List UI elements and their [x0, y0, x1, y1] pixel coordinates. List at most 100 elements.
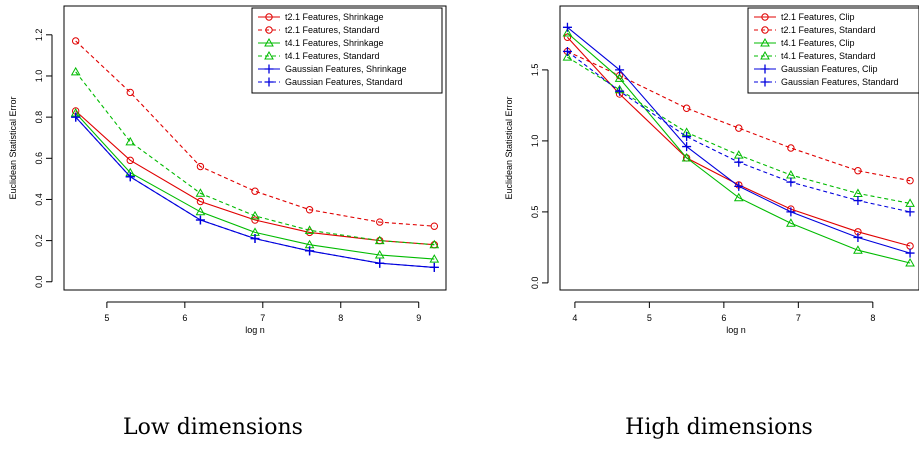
- data-point: [786, 218, 796, 227]
- data-point: [126, 156, 134, 165]
- legend-entry: t2.1 Features, Standard: [781, 25, 876, 35]
- data-point: [125, 136, 136, 146]
- legend-entry: t4.1 Features, Standard: [285, 51, 380, 61]
- data-point: [786, 207, 796, 217]
- data-point: [429, 239, 440, 249]
- x-tick-label: 4: [572, 313, 577, 323]
- legend-marker: [264, 77, 274, 87]
- data-point: [853, 245, 863, 254]
- chart-caption: High dimensions: [625, 415, 813, 440]
- series-4: [70, 66, 440, 249]
- data-point: [126, 88, 134, 97]
- data-point: [251, 216, 259, 224]
- y-tick-label: 1.2: [34, 29, 44, 42]
- x-tick-label: 6: [721, 313, 726, 323]
- series-line: [75, 71, 435, 246]
- x-tick-label: 7: [796, 313, 801, 323]
- y-tick-label: 1.0: [530, 135, 540, 148]
- data-point: [196, 162, 205, 171]
- legend-marker: [761, 26, 769, 34]
- data-point: [562, 27, 573, 37]
- data-point: [195, 188, 206, 197]
- series-2: [71, 37, 439, 230]
- legend-marker: [760, 64, 770, 74]
- x-tick-label: 8: [338, 313, 343, 323]
- y-tick-label: 1.5: [530, 64, 540, 77]
- data-point: [71, 112, 81, 122]
- data-point: [614, 73, 625, 82]
- legend: t2.1 Features, Clip t2.1 Features, Standa…: [747, 7, 919, 94]
- data-point: [195, 206, 206, 216]
- data-point: [375, 258, 385, 268]
- plot-frame: [63, 5, 447, 291]
- x-axis-label: log n: [245, 325, 265, 335]
- series-line: [75, 110, 435, 246]
- data-point: [787, 144, 795, 152]
- legend-marker: [760, 77, 770, 87]
- legend-box: [251, 7, 443, 94]
- legend-entry: t2.1 Features, Shrinkage: [285, 12, 384, 22]
- legend-marker: [264, 50, 274, 60]
- y-axis-label: Euclidean Statistical Error: [504, 96, 514, 199]
- legend-entry: t2.1 Features, Clip: [781, 12, 855, 22]
- legend-marker: [760, 50, 770, 60]
- legend-marker: [760, 37, 770, 47]
- y-axis-label: Euclidean Statistical Error: [8, 96, 18, 199]
- y-tick-label: 0.2: [34, 234, 44, 247]
- data-point: [195, 215, 205, 225]
- legend-entry: Gaussian Features, Clip: [781, 64, 878, 74]
- data-point: [70, 66, 81, 76]
- series-5: [562, 22, 915, 258]
- y-tick-label: 1.0: [34, 70, 44, 83]
- legend-entry: t4.1 Features, Clip: [781, 38, 855, 48]
- legend-entry: Gaussian Features, Standard: [285, 77, 403, 87]
- data-point: [905, 258, 915, 267]
- legend: t2.1 Features, Shrinkage t2.1 Features, S…: [251, 7, 443, 94]
- data-point: [733, 192, 744, 202]
- data-point: [905, 198, 915, 207]
- data-point: [905, 248, 915, 258]
- data-point: [682, 142, 692, 152]
- legend-entry: t2.1 Features, Standard: [285, 25, 380, 35]
- legend-entry: t4.1 Features, Standard: [781, 51, 876, 61]
- series-5: [71, 112, 439, 272]
- series-6: [562, 46, 915, 217]
- legend-marker: [264, 64, 274, 74]
- legend-marker: [761, 13, 769, 21]
- data-point: [682, 132, 692, 142]
- chart-caption: Low dimensions: [123, 415, 303, 440]
- data-point: [430, 222, 439, 230]
- chart-panel-2: 4 5 6 7 8 0.0 0.5 1.0 1.5 log n Euclidean Statisti…: [504, 5, 919, 440]
- data-point: [563, 33, 572, 41]
- x-tick-label: 6: [182, 313, 187, 323]
- x-axis-label: log n: [726, 325, 746, 335]
- data-point: [562, 22, 572, 32]
- data-point: [305, 206, 314, 214]
- x-tick-label: 8: [870, 313, 875, 323]
- legend-entry: Gaussian Features, Shrinkage: [285, 64, 407, 74]
- data-point: [562, 52, 573, 61]
- data-point: [853, 196, 863, 206]
- data-point: [854, 167, 862, 175]
- x-tick-label: 5: [647, 313, 652, 323]
- plot-frame: [559, 5, 919, 291]
- data-point: [305, 246, 315, 256]
- series-3: [562, 27, 915, 267]
- series-line: [75, 40, 435, 227]
- data-point: [125, 172, 135, 182]
- series-line: [567, 32, 911, 264]
- data-point: [429, 262, 439, 272]
- legend-entry: t4.1 Features, Shrinkage: [285, 38, 384, 48]
- data-point: [196, 197, 205, 206]
- data-point: [71, 37, 80, 45]
- data-point: [682, 104, 691, 112]
- legend-marker: [264, 37, 274, 47]
- x-tick-label: 9: [416, 313, 421, 323]
- y-tick-label: 0.5: [530, 206, 540, 219]
- data-point: [735, 124, 743, 132]
- data-point: [734, 181, 744, 191]
- data-point: [304, 225, 315, 234]
- data-point: [562, 46, 572, 56]
- data-point: [429, 254, 440, 263]
- y-tick-label: 0.4: [34, 193, 44, 206]
